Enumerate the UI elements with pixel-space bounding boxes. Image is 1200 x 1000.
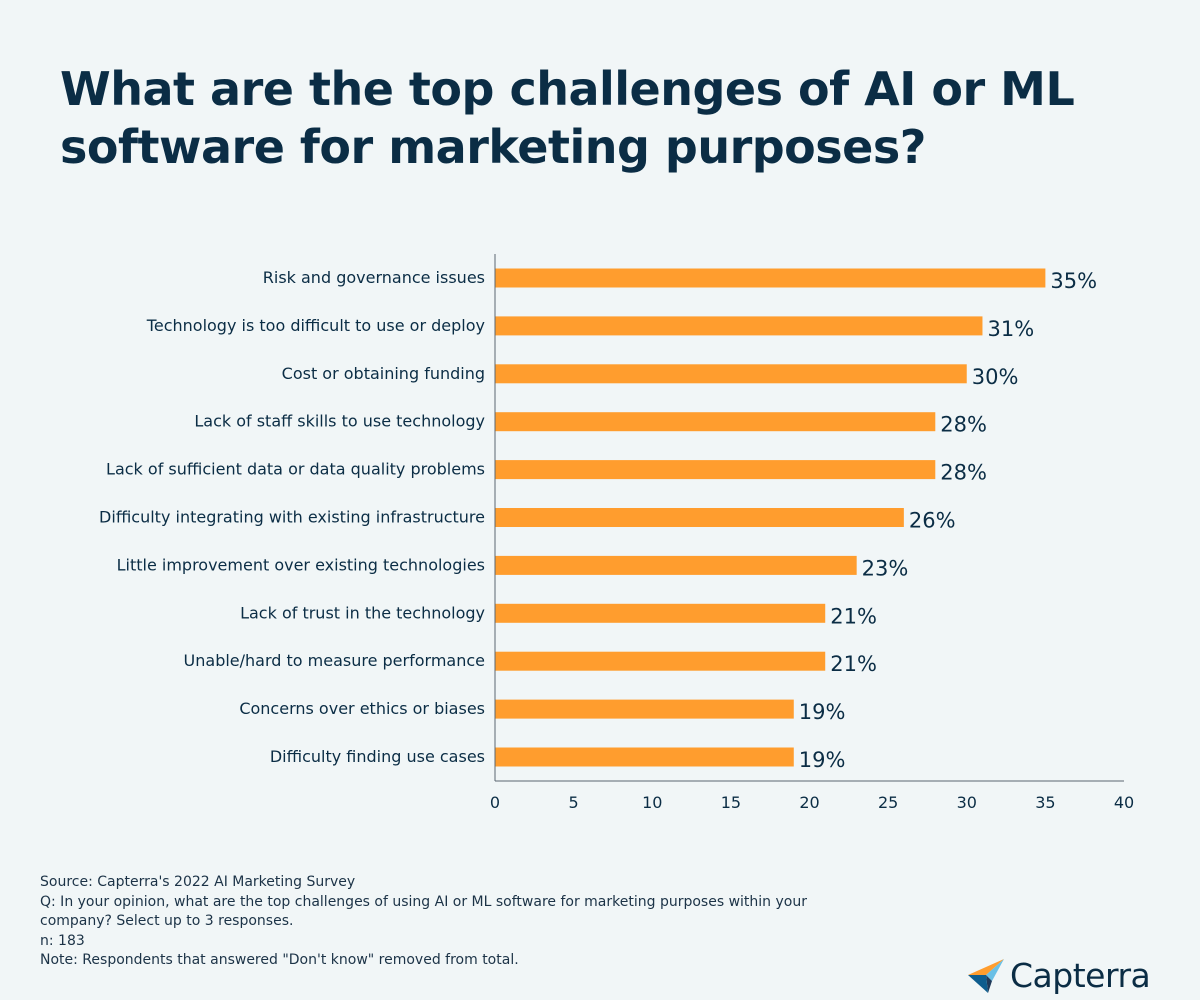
category-labels-layer: Risk and governance issues Technology is …	[99, 268, 485, 766]
bar	[495, 316, 983, 336]
bar	[495, 268, 1046, 288]
category-label: Risk and governance issues	[263, 268, 485, 287]
bar	[495, 412, 936, 432]
category-label: Lack of trust in the technology	[240, 603, 485, 622]
category-label: Technology is too difficult to use or de…	[146, 316, 485, 335]
category-label: Little improvement over existing technol…	[117, 555, 485, 574]
value-label: 19%	[799, 700, 846, 724]
value-label: 28%	[940, 461, 987, 485]
category-label: Lack of sufficient data or data quality …	[106, 460, 485, 479]
bar	[495, 699, 794, 719]
value-label: 28%	[940, 413, 987, 437]
bar	[495, 603, 826, 623]
category-label: Cost or obtaining funding	[282, 364, 485, 383]
capterra-logo-text: Capterra	[1010, 955, 1151, 995]
value-label: 30%	[972, 365, 1019, 389]
bar	[495, 747, 794, 767]
bar	[495, 508, 904, 527]
capterra-logo: Capterra	[966, 955, 1151, 995]
source-note: Source: Capterra's 2022 AI Marketing Sur…	[40, 874, 356, 890]
x-tick-label: 35	[1035, 793, 1055, 812]
sample-size-note: n: 183	[40, 932, 85, 949]
x-tick-label: 10	[642, 793, 662, 812]
value-labels-layer: 35% 31% 30% 28% 28% 26%23% 21% 21% 19% 19%	[799, 269, 1097, 772]
x-tick-label: 25	[878, 793, 898, 812]
category-label: Concerns over ethics or biases	[239, 699, 485, 718]
footnotes: Source: Capterra's 2022 AI Marketing Sur…	[40, 873, 880, 971]
x-axis-ticks-layer: 0 5 10 15 20 25 30 35 40	[490, 793, 1134, 812]
bar	[495, 460, 936, 480]
bar	[495, 651, 826, 671]
x-tick-label: 15	[721, 793, 741, 812]
dont-know-note: Note: Respondents that answered "Don't k…	[40, 952, 519, 968]
value-label: 23%	[862, 556, 909, 580]
category-label: Lack of staff skills to use technology	[194, 412, 485, 431]
value-label: 26%	[909, 509, 956, 533]
value-label: 19%	[799, 748, 846, 772]
x-tick-label: 30	[957, 793, 977, 812]
category-label: Unable/hard to measure performance	[184, 651, 485, 670]
value-label: 21%	[830, 652, 877, 676]
bars-layer	[495, 268, 1046, 767]
capterra-logo-icon	[968, 959, 1004, 993]
x-tick-label: 5	[569, 793, 579, 812]
value-label: 35%	[1050, 269, 1097, 293]
x-tick-label: 20	[799, 793, 819, 812]
x-tick-label: 0	[490, 793, 500, 812]
category-label: Difficulty integrating with existing inf…	[99, 508, 485, 527]
question-note: Q: In your opinion, what are the top cha…	[40, 893, 807, 930]
bar	[495, 364, 967, 384]
page-title: What are the top challenges of AI or ML …	[60, 62, 1075, 174]
bar	[495, 555, 857, 575]
x-tick-label: 40	[1114, 793, 1134, 812]
value-label: 31%	[987, 317, 1034, 341]
category-label: Difficulty finding use cases	[270, 747, 485, 766]
value-label: 21%	[830, 604, 877, 628]
